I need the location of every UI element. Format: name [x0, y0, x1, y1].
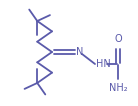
Text: N: N — [76, 47, 83, 57]
Text: NH₂: NH₂ — [109, 83, 127, 93]
Text: HN: HN — [96, 59, 111, 69]
Text: O: O — [114, 34, 122, 44]
